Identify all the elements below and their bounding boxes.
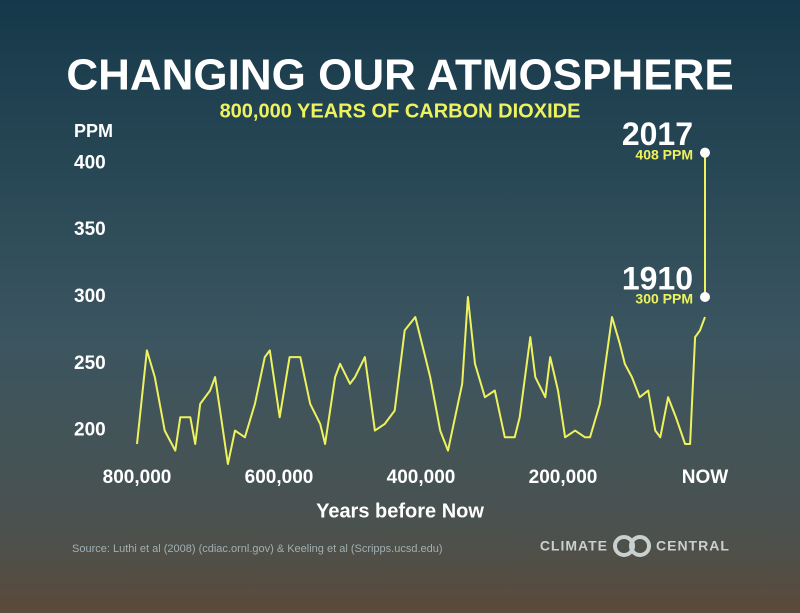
y-tick-label: 300 [74, 286, 106, 307]
logo-ring [629, 535, 651, 557]
highlight-marker [700, 291, 710, 302]
data-line [136, 296, 706, 465]
x-tick-label: NOW [682, 467, 729, 488]
highlight-value: 300 PPM [635, 291, 693, 307]
highlight-year: 2017 [622, 116, 693, 152]
x-axis-label: Years before Now [316, 500, 484, 522]
highlight-marker [700, 147, 710, 158]
source: Source: Luthi et al (2008) (cdiac.ornl.g… [72, 543, 443, 555]
y-tick-label: 400 [74, 152, 106, 173]
x-tick-label: 200,000 [529, 467, 598, 488]
y-tick-label: 200 [74, 420, 106, 441]
y-tick-label: 350 [74, 219, 106, 240]
chart-subtitle: 800,000 YEARS OF CARBON DIOXIDE [220, 100, 581, 122]
chart-title: CHANGING OUR ATMOSPHERE [66, 51, 733, 100]
y-axis-label: PPM [74, 121, 113, 141]
highlight-value: 408 PPM [635, 146, 693, 162]
logo: CLIMATE CENTRAL [540, 535, 730, 557]
y-tick-label: 250 [74, 353, 106, 374]
x-tick-label: 600,000 [245, 467, 314, 488]
highlight-year: 1910 [622, 260, 693, 296]
logo-text: CLIMATE [540, 538, 608, 554]
x-tick-label: 800,000 [103, 467, 172, 488]
logo-text: CENTRAL [656, 538, 730, 554]
x-tick-label: 400,000 [387, 467, 456, 488]
